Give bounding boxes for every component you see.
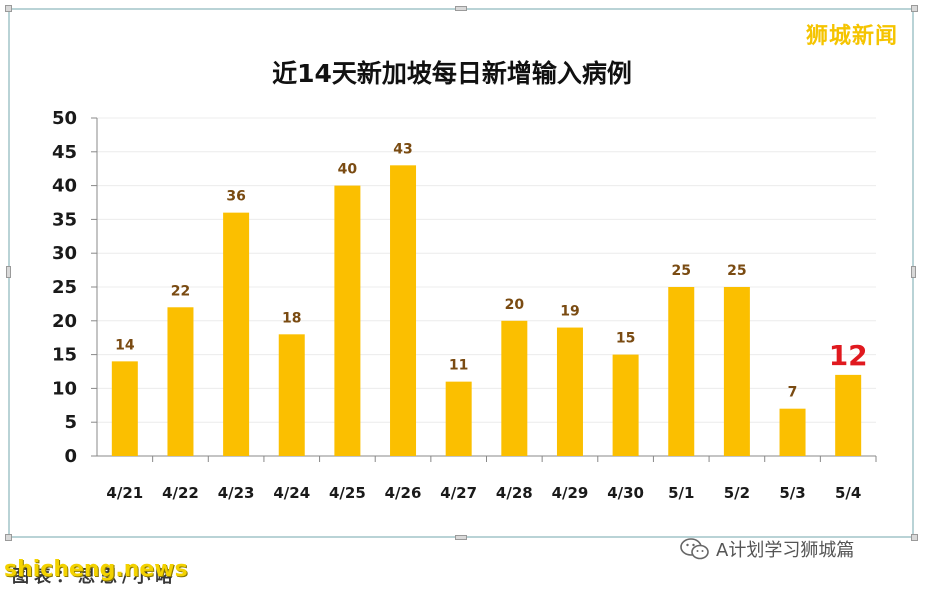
resize-handle-right[interactable] — [911, 266, 916, 278]
bar-4-26 — [390, 165, 417, 456]
x-axis-tick-labels: 4/21 4/22 4/23 4/24 4/25 4/26 4/27 4/28 4/29 4/30… — [106, 484, 861, 502]
chart-bars — [111, 165, 862, 456]
resize-handle-top[interactable] — [455, 6, 467, 11]
data-label: 7 — [788, 385, 798, 401]
data-label: 43 — [393, 141, 412, 157]
chart-title: 近14天新加坡每日新增输入病例 — [272, 59, 632, 88]
bar-4-22 — [167, 307, 194, 456]
x-tick-label: 5/1 — [668, 484, 694, 502]
x-tick-label: 4/29 — [552, 484, 589, 502]
chart-gridlines — [97, 117, 876, 423]
wechat-account: A计划学习狮城篇 — [680, 536, 854, 562]
bar-4-23 — [223, 212, 250, 456]
bar-4-21 — [111, 361, 138, 456]
resize-handle-bottom-left[interactable] — [5, 534, 12, 541]
x-tick-label: 4/28 — [496, 484, 533, 502]
bar-4-25 — [334, 185, 361, 456]
x-tick-label: 4/30 — [607, 484, 644, 502]
bar-5-3 — [779, 408, 806, 456]
x-tick-label: 4/21 — [106, 484, 143, 502]
x-tick-label: 4/22 — [162, 484, 199, 502]
x-tick-label: 5/4 — [835, 484, 861, 502]
data-label: 14 — [115, 337, 135, 353]
x-tick-label: 5/2 — [724, 484, 750, 502]
data-label: 18 — [282, 310, 301, 326]
data-label: 25 — [672, 263, 691, 279]
y-tick-label: 45 — [52, 142, 77, 163]
data-label: 20 — [505, 297, 525, 313]
wechat-account-name: A计划学习狮城篇 — [716, 540, 855, 561]
y-axis-tick-labels: 0 5 10 15 20 25 30 35 40 45 50 — [52, 108, 77, 467]
resize-handle-top-left[interactable] — [5, 5, 12, 12]
y-tick-label: 15 — [52, 345, 77, 366]
data-label: 40 — [338, 162, 358, 178]
chart-data-labels: 14 22 36 18 40 43 11 20 19 15 25 25 7 12 — [115, 141, 868, 400]
data-label: 25 — [727, 263, 746, 279]
y-tick-label: 20 — [52, 311, 77, 332]
x-tick-label: 4/27 — [440, 484, 477, 502]
data-label: 12 — [829, 339, 868, 372]
data-label: 36 — [226, 189, 245, 205]
x-tick-label: 4/26 — [385, 484, 422, 502]
data-label: 11 — [449, 358, 468, 374]
y-tick-label: 30 — [52, 243, 77, 264]
brand-logo-text: 狮城新闻 — [806, 24, 899, 49]
resize-handle-top-right[interactable] — [911, 5, 918, 12]
data-label: 19 — [560, 304, 579, 320]
bar-4-27 — [445, 381, 472, 456]
x-tick-label: 4/23 — [218, 484, 255, 502]
x-tick-label: 4/25 — [329, 484, 366, 502]
bar-4-30 — [612, 354, 639, 456]
resize-handle-bottom[interactable] — [455, 535, 467, 540]
resize-handle-bottom-right[interactable] — [911, 534, 918, 541]
y-tick-label: 5 — [64, 412, 77, 433]
figure-caption: 图表：思思/小略 — [12, 567, 178, 587]
x-tick-label: 5/3 — [779, 484, 805, 502]
y-tick-label: 25 — [52, 277, 77, 298]
data-label: 15 — [616, 331, 635, 347]
y-tick-label: 10 — [52, 378, 77, 399]
y-tick-label: 50 — [52, 108, 77, 129]
data-label: 22 — [171, 283, 190, 299]
y-tick-label: 35 — [52, 209, 77, 230]
watermark-text: shicheng.news — [4, 557, 188, 582]
bar-5-1 — [668, 287, 695, 456]
y-tick-label: 40 — [52, 176, 77, 197]
bar-5-2 — [723, 287, 750, 456]
bar-4-28 — [501, 320, 528, 456]
y-tick-label: 0 — [64, 446, 77, 467]
resize-handle-left[interactable] — [6, 266, 11, 278]
bar-4-29 — [556, 327, 583, 456]
chart-axes — [91, 117, 877, 462]
wechat-icon — [680, 538, 709, 560]
x-tick-label: 4/24 — [273, 484, 310, 502]
bar-5-4 — [835, 374, 862, 456]
bar-4-24 — [278, 334, 305, 456]
